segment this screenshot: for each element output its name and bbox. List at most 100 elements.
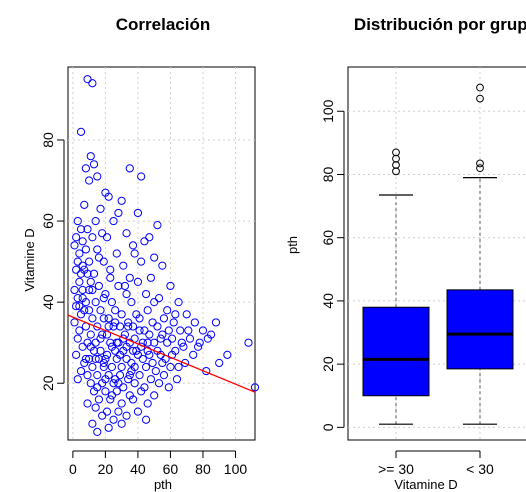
scatter-point <box>135 314 144 323</box>
scatter-point <box>124 375 133 384</box>
scatter-point <box>85 354 94 364</box>
scatter-point <box>99 362 108 372</box>
scatter-points <box>70 75 260 436</box>
scatter-point <box>98 229 107 238</box>
scatter-point <box>99 293 108 303</box>
scatter-point <box>111 306 120 315</box>
scatter-point <box>88 285 97 295</box>
scatter-point <box>198 326 208 335</box>
boxplot-outlier <box>476 83 484 92</box>
scatter-point <box>125 273 134 282</box>
scatter-point <box>85 257 94 266</box>
scatter-x-axis: 0 20 40 60 80 100 <box>69 450 247 477</box>
boxplot-outlier <box>392 148 400 157</box>
scatter-panel: Correlación 0 20 40 60 80 100 20 40 60 80 pth Vi… <box>22 15 260 492</box>
regression-line <box>67 314 256 393</box>
scatter-point <box>154 293 164 303</box>
scatter-point <box>78 237 87 246</box>
scatter-point <box>127 298 136 307</box>
scatter-point <box>179 342 188 351</box>
scatter-point <box>81 354 90 364</box>
boxplot-x-label: Vitamine D <box>394 477 457 492</box>
scatter-point <box>122 342 131 351</box>
scatter-point <box>130 249 139 258</box>
scatter-point <box>171 310 180 319</box>
scatter-point <box>83 269 92 278</box>
scatter-point <box>112 249 121 258</box>
scatter-point <box>176 326 185 335</box>
scatter-point <box>244 338 253 347</box>
scatter-point <box>185 334 195 343</box>
scatter-point <box>94 253 103 262</box>
scatter-point <box>158 330 167 339</box>
boxplot-y-tick-label: 0 <box>320 423 336 431</box>
scatter-point <box>164 326 173 335</box>
scatter-point <box>109 379 118 388</box>
scatter-point <box>70 318 79 327</box>
scatter-point <box>73 257 82 266</box>
boxplot-y-axis: 0 20 40 60 80 100 <box>320 99 345 431</box>
scatter-point <box>85 176 94 185</box>
scatter-point <box>182 310 191 319</box>
scatter-point <box>75 249 84 258</box>
scatter-point <box>72 233 81 242</box>
scatter-y-tick-label: 20 <box>40 375 56 391</box>
scatter-y-tick-label: 80 <box>40 132 56 148</box>
scatter-point <box>93 172 102 181</box>
scatter-point <box>115 371 125 380</box>
scatter-point <box>135 326 144 335</box>
scatter-point <box>150 298 159 307</box>
scatter-point <box>184 326 193 335</box>
scatter-point <box>96 334 105 343</box>
scatter-point <box>148 318 157 327</box>
scatter-point <box>125 371 134 380</box>
scatter-point <box>166 362 175 372</box>
boxplot-outlier <box>476 164 484 173</box>
scatter-point <box>122 411 131 420</box>
scatter-point <box>146 375 156 384</box>
scatter-point <box>193 342 203 351</box>
scatter-point <box>211 318 221 327</box>
scatter-point <box>75 326 84 335</box>
scatter-point <box>125 164 134 173</box>
scatter-point <box>109 322 118 331</box>
scatter-point <box>83 371 92 380</box>
scatter-point <box>137 257 146 266</box>
scatter-point <box>141 415 151 424</box>
scatter-point <box>119 261 128 270</box>
scatter-point <box>122 354 131 364</box>
scatter-point <box>117 399 126 408</box>
scatter-point <box>81 164 90 173</box>
scatter-point <box>83 75 92 84</box>
scatter-point <box>96 346 105 355</box>
scatter-x-tick-label: 20 <box>98 461 114 477</box>
scatter-point <box>145 330 154 339</box>
boxplot-outlier <box>476 94 484 103</box>
scatter-point <box>73 334 82 343</box>
scatter-point <box>85 285 94 295</box>
scatter-point <box>78 261 87 270</box>
boxplot-panel: Distribución por grupo >= 30 < 30 0 20 40 60… <box>285 15 526 492</box>
scatter-point <box>143 399 152 408</box>
scatter-point <box>78 293 87 303</box>
scatter-point <box>135 371 144 380</box>
scatter-point <box>104 423 113 432</box>
scatter-point <box>93 383 102 392</box>
scatter-point <box>137 172 146 181</box>
scatter-point <box>141 362 151 372</box>
scatter-point <box>114 281 123 291</box>
scatter-point <box>112 387 121 396</box>
scatter-point <box>76 310 86 319</box>
scatter-point <box>86 330 95 339</box>
scatter-point <box>195 338 204 347</box>
scatter-point <box>80 200 89 209</box>
scatter-point <box>98 411 107 420</box>
scatter-point <box>156 334 165 343</box>
scatter-point <box>75 277 84 286</box>
boxplot-y-label: pth <box>285 236 300 254</box>
scatter-point <box>91 403 100 412</box>
scatter-point <box>143 306 152 315</box>
scatter-point <box>133 277 143 286</box>
scatter-point <box>172 375 182 384</box>
